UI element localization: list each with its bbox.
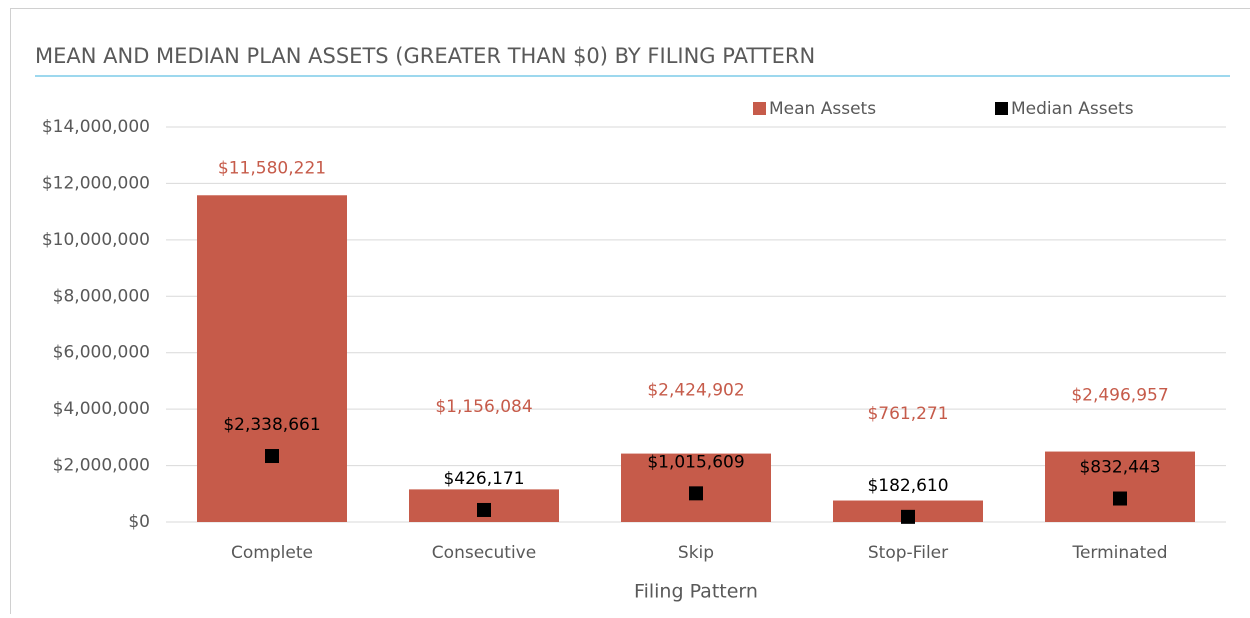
x-tick-label: Skip: [678, 543, 714, 563]
y-tick-label: $6,000,000: [53, 343, 150, 363]
mean-label: $2,496,957: [1071, 386, 1168, 406]
x-tick-label: Complete: [231, 543, 313, 563]
legend-label: Mean Assets: [769, 99, 876, 119]
median-label: $832,443: [1079, 458, 1160, 478]
median-label: $2,338,661: [223, 415, 320, 435]
y-tick-label: $14,000,000: [42, 117, 150, 137]
y-tick-label: $4,000,000: [53, 399, 150, 419]
legend-swatch: [753, 102, 766, 115]
y-tick-label: $12,000,000: [42, 173, 150, 193]
chart-title: MEAN AND MEDIAN PLAN ASSETS (GREATER THA…: [35, 44, 815, 68]
marker: [901, 510, 915, 524]
marker: [477, 503, 491, 517]
bar: [197, 195, 347, 522]
y-tick-label: $2,000,000: [53, 456, 150, 476]
y-tick-label: $0: [128, 512, 150, 532]
legend-swatch: [995, 102, 1008, 115]
x-tick-label: Consecutive: [432, 543, 536, 563]
median-label: $182,610: [867, 476, 948, 496]
x-tick-label: Terminated: [1071, 543, 1167, 563]
mean-label: $2,424,902: [647, 380, 744, 400]
mean-label: $11,580,221: [218, 158, 326, 178]
mean-label: $761,271: [867, 404, 948, 424]
marker: [689, 486, 703, 500]
mean-label: $1,156,084: [435, 397, 532, 417]
legend-label: Median Assets: [1011, 99, 1134, 119]
marker: [1113, 492, 1127, 506]
x-tick-label: Stop-Filer: [868, 543, 948, 563]
y-tick-label: $8,000,000: [53, 286, 150, 306]
y-tick-label: $10,000,000: [42, 230, 150, 250]
median-label: $1,015,609: [647, 452, 744, 472]
median-label: $426,171: [443, 469, 524, 489]
x-axis-title: Filing Pattern: [634, 581, 758, 603]
marker: [265, 449, 279, 463]
